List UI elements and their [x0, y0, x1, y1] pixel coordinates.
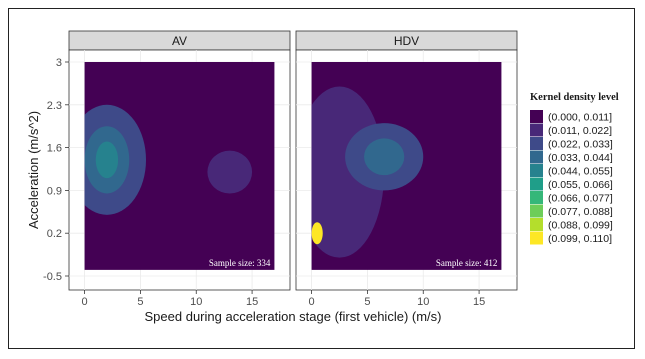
legend-label: (0.099, 0.110] — [548, 233, 612, 245]
y-tick-label: 0.9 — [47, 185, 62, 197]
facet-label: HDV — [394, 34, 419, 48]
y-tick-label: 3 — [56, 57, 62, 69]
density-region — [312, 222, 323, 244]
legend-swatch — [530, 110, 543, 123]
facet-label: AV — [172, 34, 187, 48]
legend-swatch — [530, 137, 543, 150]
legend-label: (0.066, 0.077] — [548, 193, 613, 205]
x-tick-label: 0 — [82, 296, 88, 308]
sample-size-label: Sample size: 334 — [209, 258, 271, 268]
x-tick-label: 15 — [473, 296, 485, 308]
x-tick-label: 10 — [417, 296, 429, 308]
y-tick-label: -0.5 — [43, 271, 62, 283]
legend-swatch — [530, 151, 543, 164]
legend-swatch — [530, 205, 543, 218]
x-tick-label: 5 — [137, 296, 143, 308]
density-region — [96, 141, 118, 178]
x-tick-label: 15 — [246, 296, 258, 308]
legend-swatch — [530, 164, 543, 177]
legend-label: (0.033, 0.044] — [548, 152, 613, 164]
legend-label: (0.022, 0.033] — [548, 139, 613, 151]
legend-label: (0.000, 0.011] — [548, 112, 612, 124]
legend-label: (0.077, 0.088] — [548, 206, 613, 218]
density-region — [207, 151, 252, 194]
x-tick-label: 10 — [190, 296, 202, 308]
legend-label: (0.011, 0.022] — [548, 125, 612, 137]
x-tick-label: 0 — [309, 296, 315, 308]
legend-swatch — [530, 178, 543, 191]
y-tick-label: 1.6 — [47, 143, 62, 155]
sample-size-label: Sample size: 412 — [436, 258, 498, 268]
x-tick-label: 5 — [364, 296, 370, 308]
legend-label: (0.044, 0.055] — [548, 166, 613, 178]
legend-swatch — [530, 124, 543, 137]
legend-swatch — [530, 232, 543, 245]
y-axis-title: Acceleration (m/s^2) — [26, 111, 41, 229]
y-tick-label: 2.3 — [47, 100, 62, 112]
legend-label: (0.088, 0.099] — [548, 220, 613, 232]
legend-title: Kernel density level — [530, 92, 619, 103]
legend-swatch — [530, 218, 543, 231]
density-region — [364, 138, 404, 175]
y-tick-label: 0.2 — [47, 228, 62, 240]
legend-swatch — [530, 191, 543, 204]
legend-label: (0.055, 0.066] — [548, 179, 613, 191]
x-axis-title: Speed during acceleration stage (first v… — [145, 309, 442, 324]
